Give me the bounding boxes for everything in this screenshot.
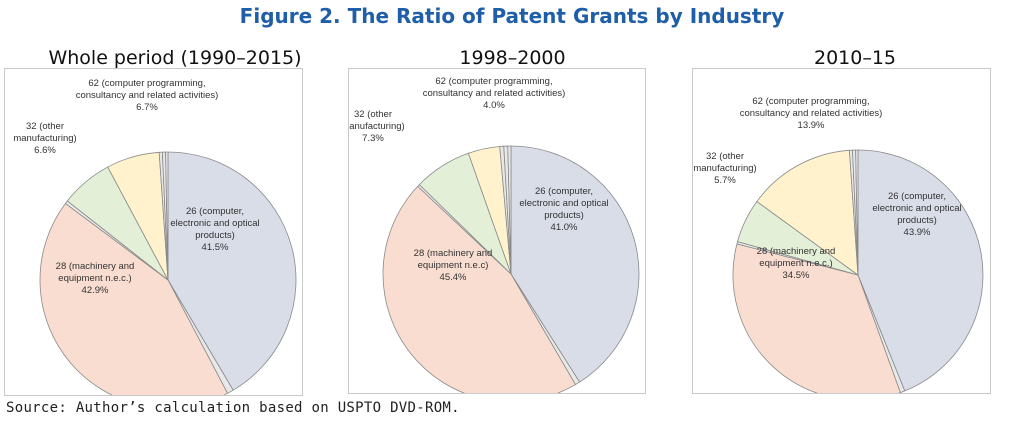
slice-label-62: 62 (computer programming, consultancy and… xyxy=(423,76,566,111)
slice-label-26: 26 (computer, electronic and optical produ… xyxy=(519,186,608,233)
pie-slice-26 xyxy=(510,145,640,383)
pie-slice-26 xyxy=(857,149,984,392)
pie-slice-28 xyxy=(39,202,229,395)
pie-slice-small xyxy=(855,149,859,276)
pie-slice-28 xyxy=(382,185,577,393)
slice-label-28: 28 (machinery and equipment n.e.c.) 34.5% xyxy=(757,246,836,281)
slice-label-26: 26 (computer, electronic and optical produ… xyxy=(170,206,259,253)
pie-chart-whole-period: 26 (computer, electronic and optical produ… xyxy=(13,78,297,395)
pie-slice-62 xyxy=(756,149,859,276)
pie-slice-26 xyxy=(167,151,297,391)
slice-label-28: 28 (machinery and equipment n.e.c) 45.4% xyxy=(414,248,493,283)
slice-label-62: 62 (computer programming, consultancy and… xyxy=(76,78,219,113)
chart-title-2010-15: 2010–15 xyxy=(813,47,897,69)
source-note: Source: Author’s calculation based on US… xyxy=(6,400,460,416)
slice-label-26: 26 (computer, electronic and optical produ… xyxy=(872,191,961,238)
pie-panel-1998-2000: 26 (computer, electronic and optical produ… xyxy=(348,68,646,394)
pie-slice-small xyxy=(165,151,169,281)
chart-title-1998-2000: 1998–2000 xyxy=(459,47,566,69)
pie-chart-1998-2000: 26 (computer, electronic and optical produ… xyxy=(349,76,640,393)
slice-label-32: 32 (other manufacturing) 5.7% xyxy=(693,151,756,186)
chart-title-whole-period: Whole period (1990–2015) xyxy=(48,47,302,69)
pie-slice-28 xyxy=(732,243,901,393)
pie-slice-small xyxy=(507,145,512,275)
slice-label-62: 62 (computer programming, consultancy and… xyxy=(740,96,883,131)
pie-panel-whole-period: 26 (computer, electronic and optical produ… xyxy=(4,68,303,396)
slice-label-32: 32 (other manufacturing) 6.6% xyxy=(13,121,76,156)
pie-chart-2010-15: 26 (computer, electronic and optical produ… xyxy=(693,96,984,393)
pie-panel-2010-15: 26 (computer, electronic and optical produ… xyxy=(692,68,991,394)
slice-label-28: 28 (machinery and equipment n.e.c.) 42.9% xyxy=(56,261,135,296)
figure-title: Figure 2. The Ratio of Patent Grants by … xyxy=(239,4,785,28)
